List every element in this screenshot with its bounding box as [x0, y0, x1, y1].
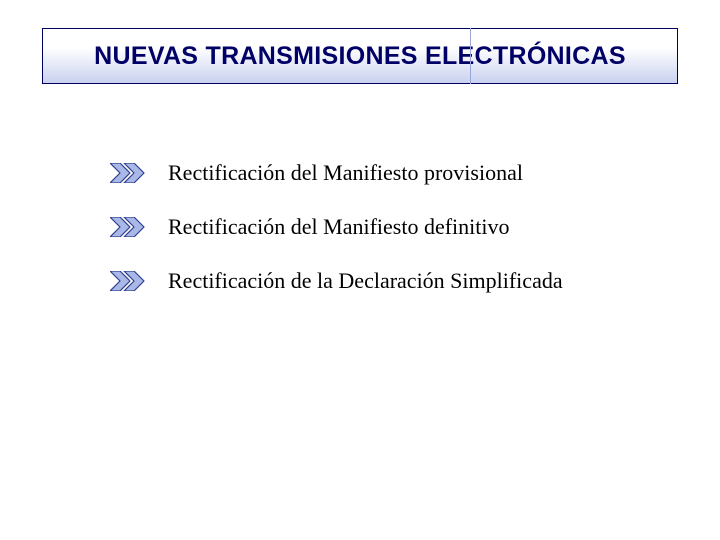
- title-divider-line: [470, 28, 471, 84]
- bullet-text: Rectificación de la Declaración Simplifi…: [168, 268, 563, 294]
- bullet-list: Rectificación del Manifiesto provisional…: [110, 160, 650, 322]
- list-item: Rectificación del Manifiesto provisional: [110, 160, 650, 186]
- list-item: Rectificación de la Declaración Simplifi…: [110, 268, 650, 294]
- chevron-bullet-icon: [110, 163, 146, 183]
- slide-title: NUEVAS TRANSMISIONES ELECTRÓNICAS: [94, 42, 626, 71]
- title-box: NUEVAS TRANSMISIONES ELECTRÓNICAS: [42, 28, 678, 84]
- chevron-bullet-icon: [110, 217, 146, 237]
- list-item: Rectificación del Manifiesto definitivo: [110, 214, 650, 240]
- slide: NUEVAS TRANSMISIONES ELECTRÓNICAS Rectif…: [0, 0, 720, 540]
- bullet-text: Rectificación del Manifiesto provisional: [168, 160, 523, 186]
- bullet-text: Rectificación del Manifiesto definitivo: [168, 214, 510, 240]
- chevron-bullet-icon: [110, 271, 146, 291]
